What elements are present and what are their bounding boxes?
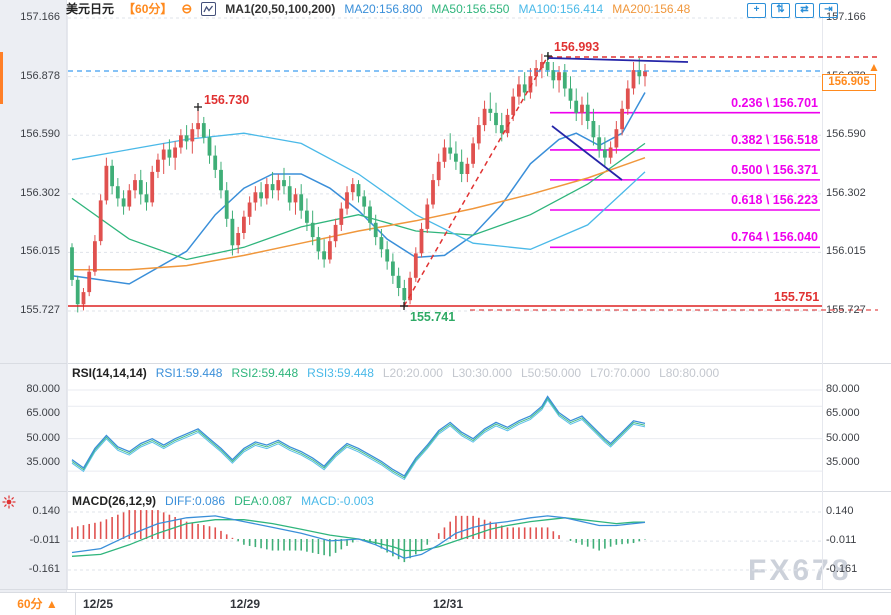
- rsi-l30: L30:30.000: [451, 366, 512, 380]
- macd-title[interactable]: MACD(26,12,9): [72, 494, 157, 508]
- macd-diff-value: DIFF:0.086: [165, 494, 226, 508]
- price-annotation: 155.751: [774, 290, 820, 304]
- date-axis-label: 12/25: [83, 597, 114, 611]
- rsi-l70: L70:70.000: [590, 366, 651, 380]
- rsi-axis-label: 50.000: [26, 431, 60, 444]
- fib-level-label: 0.500 \ 156.371: [731, 162, 818, 177]
- rsi-axis-label: 35.000: [826, 455, 860, 468]
- rsi-title[interactable]: RSI(14,14,14): [72, 366, 147, 380]
- timeframe-up-arrow-icon: ▲: [45, 597, 58, 611]
- macd-axis-label: 0.140: [32, 505, 60, 517]
- ma100-value: MA100:156.414: [518, 1, 604, 16]
- symbol-title: 美元日元: [66, 2, 115, 16]
- fib-level-label: 0.236 \ 156.701: [731, 95, 818, 110]
- rsi-axis-label: 80.000: [26, 383, 60, 395]
- main-price-axis-label: 156.302: [826, 186, 866, 199]
- main-chart-header: 美元日元 【60分】 ⊖ MA1(20,50,100,200) MA20:156…: [66, 0, 691, 17]
- indicator-settings-icon[interactable]: [2, 495, 16, 514]
- rsi2-value: RSI2:59.448: [231, 366, 299, 380]
- main-price-axis-label: 157.166: [826, 11, 866, 23]
- left-axis-gutter: [0, 0, 67, 592]
- macd-axis-label: -0.011: [29, 534, 60, 547]
- current-price-tag: 156.905: [822, 74, 876, 91]
- price-annotation: 155.741: [410, 310, 456, 324]
- date-axis-label: 12/31: [433, 597, 464, 611]
- main-price-axis-label: 156.878: [20, 69, 60, 82]
- fib-level-label: 0.382 \ 156.518: [731, 132, 818, 147]
- rsi1-value: RSI1:59.448: [155, 366, 223, 380]
- main-price-axis-label: 155.727: [826, 304, 866, 316]
- overlay-toggle-icon[interactable]: ⊖: [181, 0, 193, 16]
- macd-axis-label: -0.011: [826, 534, 857, 547]
- pan-icon[interactable]: +: [747, 3, 766, 18]
- price-up-arrow-icon: ▲: [868, 60, 880, 74]
- main-price-axis-label: 156.590: [826, 128, 866, 141]
- ma200-value: MA200:156.48: [612, 1, 691, 16]
- timeframe-selector-label: 60分: [17, 597, 43, 611]
- rsi3-value: RSI3:59.448: [307, 366, 374, 380]
- chart-toolbar: + ⇅ ⇄ ⇥: [747, 3, 838, 18]
- macd-axis-label: -0.161: [28, 563, 60, 575]
- macd-dea-value: DEA:0.087: [234, 494, 293, 508]
- macd-axis-label: -0.161: [826, 563, 858, 575]
- ma20-value: MA20:156.800: [344, 1, 423, 16]
- rsi-axis-label: 80.000: [826, 383, 860, 395]
- macd-value: MACD:-0.003: [301, 494, 374, 508]
- macd-axis-label: 0.140: [826, 505, 854, 517]
- timeframe-label: 【60分】: [123, 2, 173, 16]
- ma50-value: MA50:156.550: [431, 1, 510, 16]
- macd-header: MACD(26,12,9) DIFF:0.086 DEA:0.087 MACD:…: [72, 494, 374, 508]
- main-price-axis-label: 156.015: [826, 245, 866, 258]
- y-axis-zoom-icon[interactable]: ⇅: [771, 3, 790, 18]
- main-price-axis-label: 156.015: [20, 245, 60, 258]
- rsi-header: RSI(14,14,14) RSI1:59.448 RSI2:59.448 RS…: [72, 366, 719, 380]
- chart-type-icon[interactable]: [201, 1, 217, 16]
- main-price-axis-label: 156.302: [20, 186, 60, 199]
- jump-to-latest-icon[interactable]: ⇥: [819, 3, 838, 18]
- price-annotation: 156.730: [204, 93, 250, 107]
- main-price-axis-label: 155.727: [20, 304, 60, 316]
- fib-level-label: 0.764 \ 156.040: [731, 230, 818, 245]
- ma-group-label[interactable]: MA1(20,50,100,200): [225, 1, 336, 16]
- rsi-l50: L50:50.000: [521, 366, 582, 380]
- price-annotation: 156.993: [554, 40, 600, 54]
- rsi-axis-label: 50.000: [826, 431, 860, 444]
- rsi-l80: L80:80.000: [659, 366, 720, 380]
- rsi-axis-label: 35.000: [26, 455, 60, 468]
- left-edge-marker: [0, 52, 3, 104]
- main-price-axis-label: 157.166: [20, 11, 60, 23]
- main-price-axis-label: 156.590: [20, 128, 60, 141]
- fib-level-label: 0.618 \ 156.223: [731, 193, 818, 207]
- rsi-axis-label: 65.000: [26, 407, 60, 420]
- x-axis-zoom-icon[interactable]: ⇄: [795, 3, 814, 18]
- timeframe-selector[interactable]: 60分 ▲: [0, 593, 76, 615]
- time-axis-bar: 60分 ▲ 12/25 12/29 12/31: [0, 592, 891, 615]
- rsi-axis-label: 65.000: [826, 407, 860, 420]
- date-axis-label: 12/29: [230, 597, 261, 611]
- rsi-l20: L20:20.000: [382, 366, 443, 380]
